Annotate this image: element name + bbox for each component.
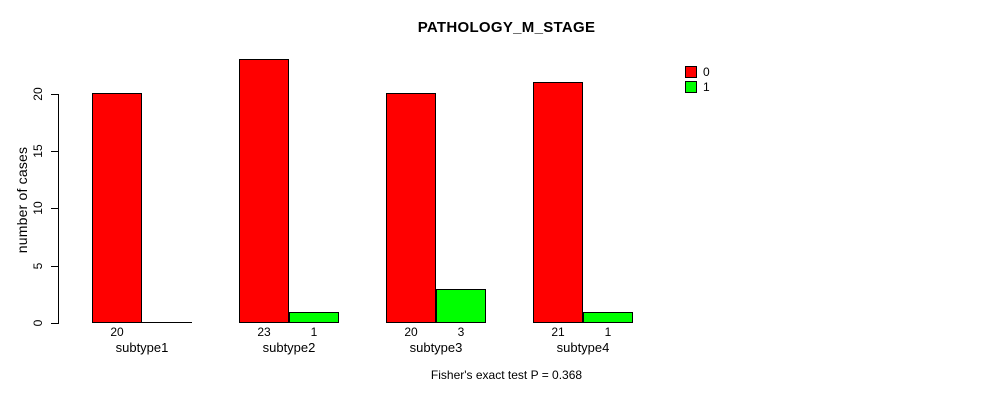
legend-item-0: 0 [685, 65, 710, 78]
bar-subtype1-series1 [142, 322, 192, 323]
caption: Fisher's exact test P = 0.368 [430, 368, 583, 382]
chart-title: PATHOLOGY_M_STAGE [417, 19, 596, 36]
y-tick-mark [51, 94, 58, 95]
bar-value-label: 1 [310, 325, 318, 339]
bar-value-label: 21 [551, 325, 565, 339]
x-category-label: subtype2 [262, 340, 316, 355]
y-tick-label: 10 [31, 201, 45, 215]
legend-label-0: 0 [703, 64, 710, 79]
bar-subtype3-series1 [436, 289, 486, 323]
y-tick-label: 5 [31, 262, 45, 270]
y-tick-label: 20 [31, 87, 45, 101]
bar-subtype1-series0 [92, 93, 142, 323]
y-tick-label: 0 [31, 319, 45, 327]
bar-subtype2-series1 [289, 312, 339, 323]
x-category-label: subtype1 [115, 340, 169, 355]
legend-swatch-red [685, 65, 697, 78]
legend: 0 1 [685, 65, 710, 93]
y-tick-mark [51, 151, 58, 152]
legend-label-1: 1 [703, 79, 710, 94]
bar-value-label: 20 [404, 325, 418, 339]
x-category-label: subtype3 [409, 340, 463, 355]
bar-subtype2-series0 [239, 59, 289, 323]
bar-value-label: 23 [257, 325, 271, 339]
legend-item-1: 1 [685, 80, 710, 93]
bar-value-label: 20 [110, 325, 124, 339]
bar-subtype4-series1 [583, 312, 633, 323]
y-axis-line [58, 94, 59, 324]
y-tick-mark [51, 266, 58, 267]
x-category-label: subtype4 [556, 340, 610, 355]
bar-subtype4-series0 [533, 82, 583, 323]
legend-swatch-green [685, 80, 697, 93]
y-tick-label: 15 [31, 144, 45, 158]
y-tick-mark [51, 208, 58, 209]
bar-value-label: 3 [457, 325, 465, 339]
bar-value-label: 1 [604, 325, 612, 339]
y-tick-mark [51, 323, 58, 324]
bar-subtype3-series0 [386, 93, 436, 323]
